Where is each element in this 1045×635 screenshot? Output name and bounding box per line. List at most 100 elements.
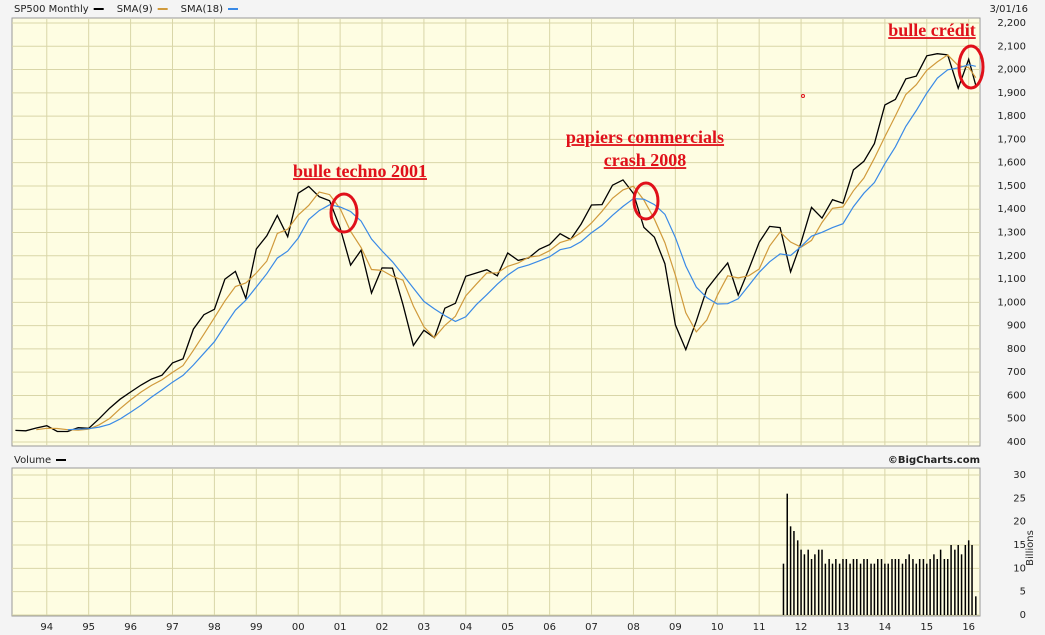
bar <box>918 559 921 615</box>
bar <box>936 559 939 615</box>
date: 3/01/16 <box>989 4 1028 15</box>
bar <box>863 559 865 615</box>
y-tick-label: 800 <box>1007 344 1026 355</box>
x-tick-label: 16 <box>962 622 975 633</box>
y-tick-label: 600 <box>1007 390 1026 401</box>
y-tick-label: 1,100 <box>997 274 1026 285</box>
bar <box>957 545 959 615</box>
x-tick-label: 97 <box>166 622 179 633</box>
bar <box>852 559 855 615</box>
bar <box>814 554 816 615</box>
bar <box>975 596 977 615</box>
bar <box>838 563 841 615</box>
annotation: papiers commercials <box>566 127 724 147</box>
x-tick-label: 99 <box>250 622 263 633</box>
x-tick-label: 10 <box>711 622 724 633</box>
bar <box>877 559 879 615</box>
volume-title: Volume <box>14 455 51 466</box>
x-tick-label: 09 <box>669 622 682 633</box>
y-tick-label: 2,100 <box>997 41 1026 52</box>
bar <box>866 559 869 615</box>
bar <box>922 559 925 615</box>
y-tick-label: 2,200 <box>997 18 1026 29</box>
bar <box>894 559 897 615</box>
bar <box>831 563 834 615</box>
bar <box>873 563 876 615</box>
bar <box>870 563 872 615</box>
bar <box>835 559 837 615</box>
source: ©BigCharts.com <box>888 455 980 466</box>
bar <box>817 549 820 615</box>
y-tick-label: 400 <box>1007 437 1026 448</box>
bar <box>887 563 889 615</box>
bar <box>926 563 928 615</box>
line-series <box>15 53 977 433</box>
volume-panel <box>11 467 981 617</box>
bar <box>810 559 813 615</box>
x-tick-label: 07 <box>585 622 598 633</box>
bar <box>967 540 970 615</box>
annotation: bulle crédit <box>888 20 976 40</box>
bar <box>884 563 886 615</box>
y-tick-label: 700 <box>1007 367 1026 378</box>
bar <box>915 563 918 615</box>
y-tick-label: 20 <box>1013 517 1026 528</box>
line-series <box>67 64 976 431</box>
bar <box>950 545 952 615</box>
bar <box>856 559 858 615</box>
y-axis-label: Billions <box>1025 530 1036 566</box>
highlight-ellipse <box>957 44 985 90</box>
highlight-ellipse <box>329 192 359 234</box>
x-tick-label: 05 <box>501 622 514 633</box>
x-tick-label: 00 <box>292 622 305 633</box>
y-tick-label: 1,500 <box>997 181 1026 192</box>
bar <box>793 531 795 615</box>
bar <box>821 549 823 615</box>
x-tick-label: 14 <box>879 622 892 633</box>
bar <box>960 554 963 615</box>
bar <box>807 549 809 615</box>
y-tick-label: 1,400 <box>997 204 1026 215</box>
bar <box>897 559 900 615</box>
bar <box>796 540 799 615</box>
y-tick-label: 1,000 <box>997 297 1026 308</box>
y-tick-label: 1,300 <box>997 228 1026 239</box>
x-tick-label: 01 <box>334 622 347 633</box>
bar <box>912 559 914 615</box>
annotation: bulle techno 2001 <box>293 161 427 181</box>
bar <box>943 559 946 615</box>
bar <box>845 559 848 615</box>
y-tick-label: 15 <box>1013 540 1026 551</box>
y-tick-label: 25 <box>1013 493 1026 504</box>
x-tick-label: 06 <box>543 622 556 633</box>
dot <box>801 94 805 98</box>
bar <box>824 563 827 615</box>
grid <box>12 19 980 616</box>
y-tick-label: 2,000 <box>997 65 1026 76</box>
bar <box>954 549 956 615</box>
y-tick-label: 10 <box>1013 563 1026 574</box>
bar <box>964 545 967 615</box>
x-tick-label: 04 <box>459 622 472 633</box>
x-tick-label: 08 <box>627 622 640 633</box>
y-tick-label: 1,700 <box>997 134 1026 145</box>
bar <box>842 559 844 615</box>
bar <box>800 549 802 615</box>
y-tick-label: 1,600 <box>997 158 1026 169</box>
highlight-ellipse <box>632 181 660 221</box>
bar <box>908 554 910 615</box>
legend-label: SP500 Monthly <box>14 4 89 15</box>
x-tick-label: 13 <box>837 622 850 633</box>
line-series <box>36 54 977 431</box>
bar <box>901 563 904 615</box>
x-tick-label: 94 <box>40 622 53 633</box>
x-tick-label: 98 <box>208 622 221 633</box>
bar <box>849 563 851 615</box>
x-tick-label: 03 <box>418 622 431 633</box>
y-tick-label: 1,800 <box>997 111 1026 122</box>
marks <box>15 53 977 615</box>
annotation: crash 2008 <box>604 150 687 170</box>
bar <box>859 563 862 615</box>
y-tick-label: 30 <box>1013 470 1026 481</box>
